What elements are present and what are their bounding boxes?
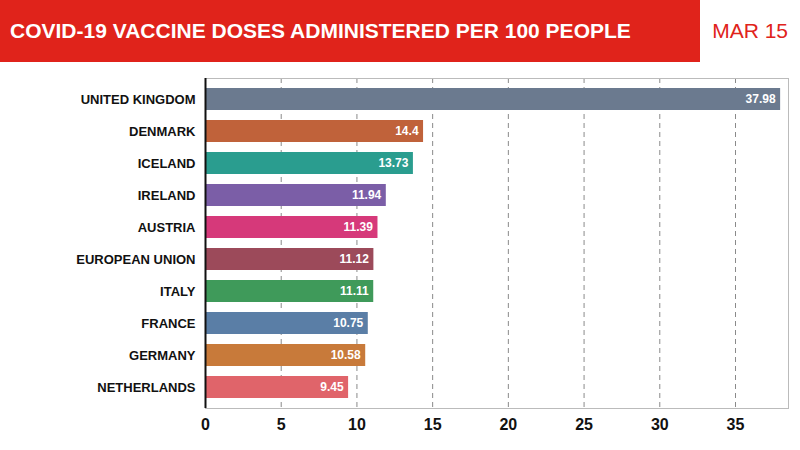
svg-text:14.4: 14.4: [395, 124, 419, 138]
svg-text:5: 5: [277, 416, 286, 433]
svg-text:DENMARK: DENMARK: [129, 124, 196, 139]
svg-text:EUROPEAN UNION: EUROPEAN UNION: [76, 252, 195, 267]
svg-text:10: 10: [348, 416, 366, 433]
svg-text:11.12: 11.12: [340, 252, 370, 266]
svg-text:20: 20: [499, 416, 517, 433]
svg-text:IRELAND: IRELAND: [138, 188, 196, 203]
svg-text:AUSTRIA: AUSTRIA: [138, 220, 196, 235]
svg-text:11.94: 11.94: [352, 188, 382, 202]
svg-text:ICELAND: ICELAND: [138, 156, 196, 171]
svg-text:10.58: 10.58: [331, 348, 361, 362]
svg-text:UNITED KINGDOM: UNITED KINGDOM: [81, 92, 196, 107]
html-text:MAR 15: MAR 15: [712, 19, 788, 42]
svg-text:NETHERLANDS: NETHERLANDS: [97, 380, 196, 395]
svg-text:15: 15: [424, 416, 442, 433]
svg-text:9.45: 9.45: [320, 380, 344, 394]
svg-text:30: 30: [651, 416, 669, 433]
svg-text:11.11: 11.11: [340, 284, 369, 298]
svg-text:GERMANY: GERMANY: [129, 348, 196, 363]
svg-text:13.73: 13.73: [378, 156, 408, 170]
svg-text:35: 35: [727, 416, 745, 433]
svg-text:0: 0: [201, 416, 210, 433]
svg-text:37.98: 37.98: [746, 92, 776, 106]
svg-text:10.75: 10.75: [333, 316, 363, 330]
svg-text:ITALY: ITALY: [160, 284, 196, 299]
svg-text:25: 25: [575, 416, 593, 433]
html-text:COVID-19 VACCINE DOSES ADMINIS: COVID-19 VACCINE DOSES ADMINISTERED PER …: [10, 19, 631, 42]
svg-text:11.39: 11.39: [344, 220, 374, 234]
svg-text:FRANCE: FRANCE: [141, 316, 195, 331]
